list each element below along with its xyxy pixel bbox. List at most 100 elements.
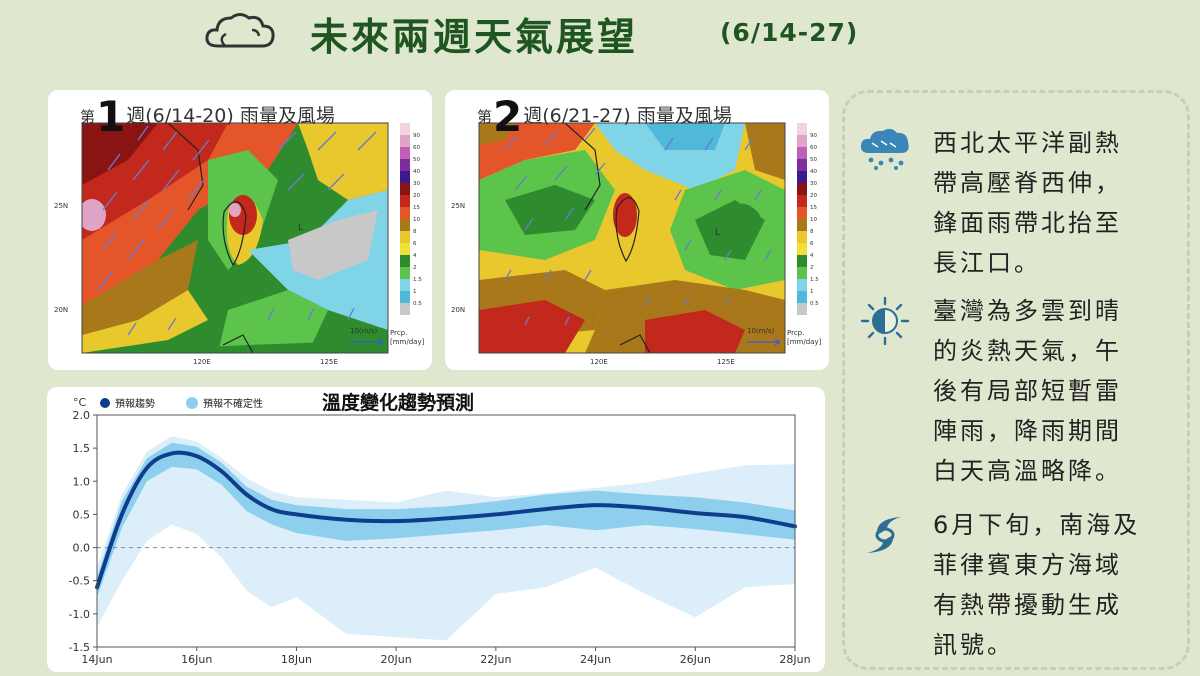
outlook-panel: 西北太平洋副熱 帶高壓脊西伸， 鋒面雨帶北抬至 長江口。 臺灣為多雲到晴 的炎熱… <box>842 90 1190 670</box>
y-tick-label: -1.5 <box>69 641 90 654</box>
colorbar-label: 50 <box>810 157 817 163</box>
text-line: 西北太平洋副熱 <box>933 129 1122 157</box>
colorbar: 90 60 50 40 30 20 15 10 8 6 4 2 1.5 1 0.5 <box>797 123 819 315</box>
title-suffix: 週(6/14-20) 雨量及風場 <box>126 105 335 127</box>
colorbar-label: 40 <box>810 169 817 175</box>
lon-label: 125E <box>320 358 338 366</box>
text-line: 臺灣為多雲到晴 <box>933 297 1122 325</box>
page-title: 未來兩週天氣展望 <box>310 15 639 59</box>
colorbar-swatch <box>797 279 807 291</box>
map-canvas-2: L 25N 20N 120E 125E 10(m/s) Prcp. [mm/da… <box>451 122 822 366</box>
legend-uncertainty-label: 預報不確定性 <box>203 397 263 410</box>
colorbar-swatch <box>400 279 410 291</box>
colorbar-swatch <box>797 183 807 195</box>
colorbar-label: 4 <box>413 253 417 259</box>
colorbar-swatch <box>797 195 807 207</box>
colorbar-swatch <box>797 255 807 267</box>
colorbar-swatch <box>400 183 410 195</box>
chart-title: 溫度變化趨勢預測 <box>322 391 474 414</box>
colorbar-swatch <box>400 171 410 183</box>
uncertainty-band-outer <box>97 436 795 641</box>
lon-label: 125E <box>717 358 735 366</box>
text-line: 白天高溫略降。 <box>933 457 1122 485</box>
colorbar-label: 6 <box>413 241 417 247</box>
text-line: 訊號。 <box>933 631 1014 659</box>
x-tick-label: 20Jun <box>381 653 412 666</box>
colorbar-label: 8 <box>413 229 417 235</box>
colorbar: 90 60 50 40 30 20 15 10 8 6 4 2 1.5 1 0.5 <box>400 123 422 315</box>
y-tick-label: -1.0 <box>69 608 90 621</box>
y-tick-label: 2.0 <box>73 409 91 422</box>
week1-rain-wind-map: L 25N 20N 120E 125E 10(m/s) Prcp. [mm/da… <box>48 90 432 370</box>
colorbar-swatch <box>797 159 807 171</box>
colorbar-swatch <box>797 219 807 231</box>
y-tick-label: -0.5 <box>69 575 90 588</box>
week-number: 2 <box>493 92 523 141</box>
title-prefix: 第 <box>477 108 493 126</box>
y-unit-label: °C <box>73 396 87 409</box>
colorbar-label: 40 <box>413 169 420 175</box>
week-number: 1 <box>96 92 126 141</box>
colorbar-swatch <box>400 291 410 303</box>
colorbar-label: 2 <box>810 265 814 271</box>
colorbar-label: 1.5 <box>413 277 422 283</box>
y-tick-label: 0.5 <box>73 508 91 521</box>
y-tick-label: 1.5 <box>73 442 91 455</box>
colorbar-swatch <box>797 171 807 183</box>
colorbar-swatch <box>400 231 410 243</box>
colorbar-swatch <box>400 243 410 255</box>
colorbar-label: 30 <box>413 181 420 187</box>
colorbar-label: 6 <box>810 241 814 247</box>
text-line: 的炎熱天氣，午 <box>933 337 1122 365</box>
colorbar-label: 90 <box>810 133 817 139</box>
x-tick-label: 22Jun <box>480 653 511 666</box>
outlook-text: 6月下旬，南海及 菲律賓東方海域 有熱帶擾動生成 訊號。 <box>933 505 1183 665</box>
colorbar-label: 30 <box>810 181 817 187</box>
text-line: 菲律賓東方海域 <box>933 551 1122 579</box>
map-title: 第1週(6/14-20) 雨量及風場 <box>80 92 335 141</box>
text-line: 陣雨，降雨期間 <box>933 417 1122 445</box>
sun-cloud-icon <box>860 296 910 346</box>
y-tick-label: 0.0 <box>73 542 91 555</box>
unit-label: Prcp. <box>390 329 407 337</box>
colorbar-swatch <box>400 207 410 219</box>
colorbar-label: 90 <box>413 133 420 139</box>
colorbar-label: 0.5 <box>413 301 422 307</box>
temperature-trend-chart: 2.0 1.5 1.0 0.5 0.0 -0.5 -1.0 -1.5 14Jun 16Jun 18J… <box>47 387 825 672</box>
colorbar-swatch <box>400 159 410 171</box>
colorbar-label: 20 <box>810 193 817 199</box>
colorbar-swatch <box>400 303 410 315</box>
legend-uncertainty-marker <box>186 397 198 409</box>
forecast-trend-line <box>95 450 797 590</box>
colorbar-label: 4 <box>810 253 814 259</box>
text-line: 帶高壓脊西伸， <box>933 169 1122 197</box>
lat-label: 25N <box>54 202 68 210</box>
colorbar-swatch <box>400 123 410 135</box>
colorbar-label: 15 <box>810 205 817 211</box>
text-line: 長江口。 <box>933 249 1041 277</box>
title-suffix: 週(6/21-27) 雨量及風場 <box>523 105 732 127</box>
colorbar-swatch <box>797 243 807 255</box>
svg-text:L: L <box>298 223 303 233</box>
x-tick-label: 26Jun <box>680 653 711 666</box>
outlook-text: 西北太平洋副熱 帶高壓脊西伸， 鋒面雨帶北抬至 長江口。 <box>933 123 1183 283</box>
wind-reference: 10(m/s) <box>350 327 377 335</box>
colorbar-label: 0.5 <box>810 301 819 307</box>
colorbar-label: 10 <box>810 217 817 223</box>
colorbar-swatch <box>797 267 807 279</box>
lon-label: 120E <box>590 358 608 366</box>
x-tick-label: 28Jun <box>779 653 810 666</box>
legend-trend-marker <box>100 398 110 408</box>
colorbar-swatch <box>797 291 807 303</box>
colorbar-swatch <box>797 231 807 243</box>
text-line: 6月下旬，南海及 <box>933 511 1141 539</box>
colorbar-swatch <box>400 267 410 279</box>
colorbar-swatch <box>797 303 807 315</box>
colorbar-label: 15 <box>413 205 420 211</box>
text-line: 鋒面雨帶北抬至 <box>933 209 1122 237</box>
typhoon-icon <box>867 517 901 553</box>
title-prefix: 第 <box>80 108 96 126</box>
x-tick-label: 14Jun <box>81 653 112 666</box>
map-title: 第2週(6/21-27) 雨量及風場 <box>477 92 732 141</box>
